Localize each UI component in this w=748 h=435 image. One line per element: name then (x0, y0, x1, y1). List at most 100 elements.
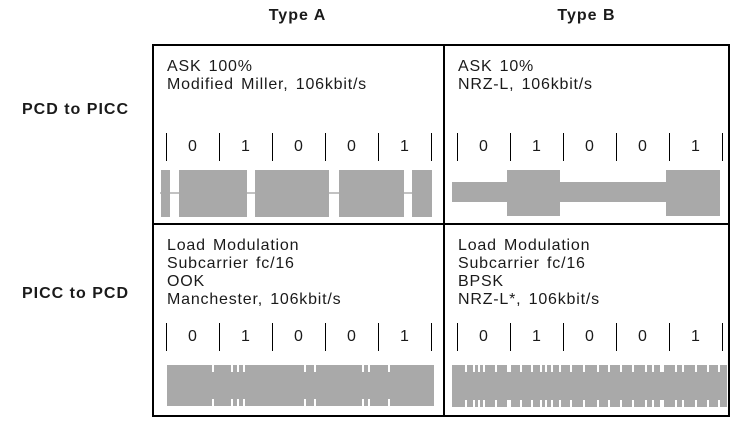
bit-label: 1 (532, 138, 541, 155)
subcarrier-notch (478, 400, 480, 407)
bit-boundary-tick (431, 323, 432, 351)
subcarrier-notch (608, 400, 610, 407)
subcarrier-notch (545, 365, 547, 372)
bit-boundary-tick (219, 323, 220, 351)
subcarrier-notch (675, 400, 677, 407)
column-header-type-b: Type B (557, 7, 616, 24)
bit-ruler: 0 1 0 0 1 (457, 133, 723, 161)
bit-boundary-tick (378, 133, 379, 161)
bit-label: 0 (188, 328, 197, 345)
bit-label: 0 (347, 138, 356, 155)
bit-boundary-tick (166, 133, 167, 161)
waveform-modified-miller (160, 170, 432, 217)
subcarrier-notch (212, 365, 214, 372)
bit-label: 0 (347, 328, 356, 345)
subcarrier-notch (465, 400, 467, 407)
bit-label: 0 (638, 328, 647, 345)
bit-boundary-tick (457, 323, 458, 351)
subcarrier-notch (707, 400, 709, 407)
subcarrier-notch (495, 400, 497, 407)
subcarrier-notch (632, 400, 634, 407)
row-divider-line (154, 223, 728, 225)
bit-label: 0 (479, 328, 488, 345)
bit-boundary-tick (669, 133, 670, 161)
bit-label: 1 (691, 138, 700, 155)
bit-boundary-tick (325, 133, 326, 161)
carrier-segment (255, 170, 329, 217)
bit-label: 0 (294, 328, 303, 345)
bit-boundary-tick (272, 323, 273, 351)
subcarrier-notch (531, 400, 533, 407)
bit-boundary-tick (166, 323, 167, 351)
bit-boundary-tick (722, 323, 723, 351)
subcarrier-notch (473, 365, 475, 372)
subcarrier-notch (473, 400, 475, 407)
subcarrier-notch (597, 400, 599, 407)
bit-boundary-tick (722, 133, 723, 161)
modulation-spec-line: NRZ-L*, 106kbit/s (458, 291, 600, 308)
subcarrier-notch (675, 365, 677, 372)
subcarrier-notch (620, 365, 622, 372)
bit-label: 1 (532, 328, 541, 345)
subcarrier-notch (583, 365, 585, 372)
modulation-spec-line: NRZ-L, 106kbit/s (458, 76, 593, 93)
modulation-spec-line: Load Modulation (458, 237, 591, 254)
subcarrier-notch (551, 400, 553, 407)
bit-label: 0 (188, 138, 197, 155)
carrier-segment (339, 170, 404, 217)
subcarrier-notch (243, 399, 245, 406)
subcarrier-notch (583, 400, 585, 407)
subcarrier-notch (540, 365, 542, 372)
modulation-spec-line: Manchester, 106kbit/s (167, 291, 342, 308)
bit-boundary-tick (378, 323, 379, 351)
subcarrier-notch (237, 399, 239, 406)
row-header-pcd-to-picc: PCD to PICC (22, 101, 129, 118)
modulation-spec-line: ASK 100% (167, 58, 253, 75)
bit-ruler: 0 1 0 0 1 (457, 323, 723, 351)
subcarrier-notch (608, 365, 610, 372)
subcarrier-notch (304, 399, 306, 406)
high-amplitude-block (507, 170, 560, 216)
modulation-spec-text: Load Modulation Subcarrier fc/16 OOK Manche… (167, 237, 341, 309)
subcarrier-notch (314, 365, 316, 372)
subcarrier-notch (652, 400, 654, 407)
subcarrier-notch (212, 399, 214, 406)
modulation-spec-text: ASK 10% NRZ-L, 106kbit/s (458, 58, 593, 94)
bit-label: 1 (400, 328, 409, 345)
modulation-spec-line: Subcarrier fc/16 (167, 255, 295, 272)
bit-label: 0 (585, 138, 594, 155)
subcarrier-notch (645, 400, 647, 407)
modulation-spec-line: Load Modulation (167, 237, 300, 254)
modulation-spec-line: OOK (167, 273, 205, 290)
high-amplitude-block (666, 170, 720, 216)
subcarrier-notch (707, 365, 709, 372)
subcarrier-notch (570, 400, 572, 407)
subcarrier-notch (520, 365, 522, 372)
subcarrier-notch (545, 400, 547, 407)
subcarrier-notch (231, 365, 233, 372)
subcarrier-notch (388, 399, 390, 406)
subcarrier-notch (507, 400, 511, 407)
subcarrier-notch (660, 400, 664, 407)
subcarrier-notch (362, 399, 364, 406)
subcarrier-notch (695, 365, 697, 372)
bit-boundary-tick (457, 133, 458, 161)
subcarrier-notch (362, 365, 364, 372)
subcarrier-notch (682, 400, 684, 407)
subcarrier-notch (632, 365, 634, 372)
subcarrier-notch (718, 400, 720, 407)
cell-type-b-picc-to-pcd: Load Modulation Subcarrier fc/16 BPSK NRZ-L… (445, 225, 728, 415)
cell-type-b-pcd-to-picc: ASK 10% NRZ-L, 106kbit/s 0 1 0 0 1 (445, 46, 728, 221)
modulation-spec-line: BPSK (458, 273, 504, 290)
bit-boundary-tick (616, 133, 617, 161)
subcarrier-notch (718, 365, 720, 372)
waveform-manchester-subcarrier (167, 365, 434, 406)
bit-ruler: 0 1 0 0 1 (166, 133, 432, 161)
subcarrier-notch (559, 365, 561, 372)
subcarrier-notch (620, 400, 622, 407)
bit-boundary-tick (219, 133, 220, 161)
carrier-segment (412, 170, 432, 217)
subcarrier-notch (645, 365, 647, 372)
bit-boundary-tick (510, 133, 511, 161)
